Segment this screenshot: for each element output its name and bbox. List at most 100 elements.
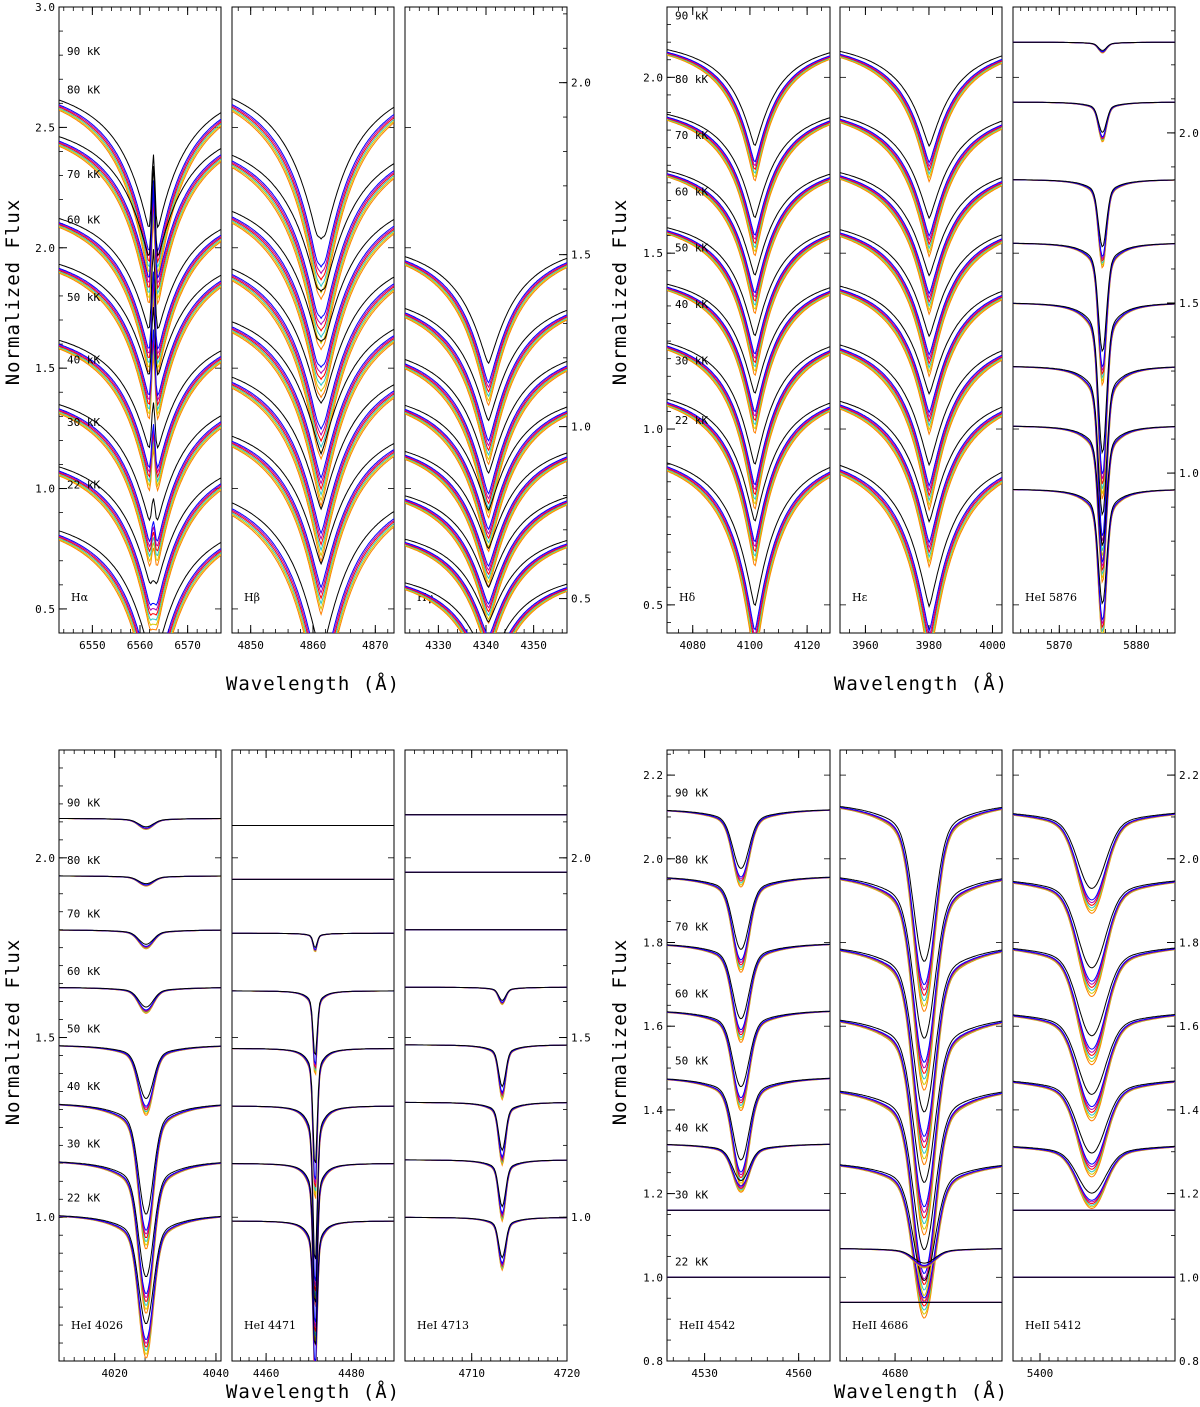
spectral-line-label: HeI 4471 (244, 1319, 296, 1332)
spectrum-series (840, 404, 1002, 545)
spectrum-series (840, 55, 1002, 172)
spectrum-series (232, 163, 394, 332)
spectrum-series (840, 408, 1002, 569)
temperature-label: 90 kK (675, 10, 708, 23)
spectrum-series (1013, 947, 1175, 1037)
spectrum-series (667, 290, 830, 435)
spectrum-series (840, 57, 1002, 183)
panel-frame (404, 749, 568, 1362)
spectrum-series (59, 929, 221, 949)
temperature-label: 80 kK (675, 854, 708, 867)
temperature-label: 60 kK (67, 214, 100, 227)
spectrum-series (840, 232, 1002, 357)
spectrum-series (59, 222, 221, 351)
y-tick-label: 3.0 (35, 1, 55, 14)
right-y-tick-label: 2.0 (571, 77, 591, 90)
spectrum-series (840, 234, 1002, 370)
spectrum-series (840, 290, 1002, 423)
spectrum-series (840, 289, 1002, 419)
x-tick-label: 5880 (1123, 639, 1150, 652)
temperature-label: 40 kK (675, 1121, 708, 1134)
spectrum-series (840, 348, 1002, 493)
right-y-tick-label: 1.5 (1179, 297, 1199, 310)
spectrum-series (232, 210, 394, 343)
spectrum-series (405, 502, 567, 621)
right-y-tick-label: 2.0 (571, 852, 591, 865)
y-tick-label: 1.4 (643, 1104, 663, 1117)
spectrum-series (1013, 881, 1175, 982)
x-tick-label: 6550 (79, 639, 106, 652)
spectrum-series (232, 98, 394, 240)
spectrum-series (59, 347, 221, 488)
right-y-tick-label: 1.8 (1179, 937, 1199, 950)
spectrum-series (59, 539, 221, 633)
x-tick-label: 4860 (300, 639, 327, 652)
spectrum-series (1013, 489, 1175, 633)
spectrum-series (405, 1159, 567, 1219)
spectrum-series (405, 1101, 567, 1152)
spectrum-series (405, 986, 567, 1005)
spectrum-series (1013, 880, 1175, 969)
spectrum-series (405, 1216, 567, 1269)
spectrum-series (59, 104, 221, 253)
spectrum-series (59, 339, 221, 450)
spectrum-series (840, 1248, 1002, 1267)
spectrum-series (59, 226, 221, 375)
spectrum-series (59, 140, 221, 280)
spectrum-series (232, 446, 394, 616)
spectrum-series (667, 809, 830, 869)
x-tick-label: 4100 (737, 639, 764, 652)
spectrum-series (405, 317, 567, 466)
spectrum-series (405, 538, 567, 623)
right-y-tick-label: 1.0 (1179, 467, 1199, 480)
panel-hβ: 4850 4860 4870 Hβ (231, 6, 395, 652)
spectrum-series (667, 467, 830, 633)
spectrum-series (1013, 243, 1175, 387)
spectrum-series (405, 1101, 567, 1164)
x-tick-label: 3960 (852, 639, 879, 652)
panel-frame (666, 749, 831, 1362)
panel-frame (1012, 6, 1176, 634)
temperature-label: 90 kK (67, 796, 100, 809)
spectrum-series (232, 512, 394, 633)
spectrum-series (405, 368, 567, 519)
y-axis-label: Normalized Flux (609, 939, 631, 1126)
spectrum-series (405, 499, 567, 609)
spectrum-series (840, 291, 1002, 432)
spectrum-series (1013, 813, 1175, 906)
x-tick-label: 4720 (554, 1367, 581, 1380)
spectrum-series (840, 352, 1002, 512)
temperature-label: 80 kK (675, 73, 708, 86)
spectrum-series (840, 807, 1002, 996)
panel-heii-4686: 4680 HeII 4686 (839, 749, 1003, 1380)
spectrum-series (59, 108, 221, 274)
spectrum-series (1013, 1015, 1175, 1116)
spectrum-series (667, 347, 830, 496)
spectrum-series (1013, 489, 1175, 605)
spectrum-series (59, 875, 221, 885)
spectrum-series (405, 495, 567, 589)
spectrum-series (405, 1159, 567, 1223)
spectrum-series (840, 470, 1002, 633)
spectrum-series (840, 291, 1002, 428)
spectrum-series (667, 287, 830, 417)
spectrum-series (1013, 41, 1175, 51)
spectrum-series (59, 1215, 221, 1359)
x-tick-label: 5400 (1027, 1367, 1054, 1380)
spectrum-series (232, 440, 394, 589)
spectrum-series (405, 1159, 567, 1217)
spectrum-series (405, 545, 567, 633)
spectrum-series (667, 117, 830, 240)
spectrum-series (232, 502, 394, 633)
spectrum-series (840, 1019, 1002, 1183)
spectrum-series (405, 1044, 567, 1100)
spectrum-series (232, 376, 394, 511)
x-tick-label: 4000 (979, 639, 1006, 652)
spectral-line-label: HeI 5876 (1025, 591, 1077, 604)
spectrum-series (667, 1010, 830, 1088)
right-y-tick-label: 1.0 (1179, 1271, 1199, 1284)
spectrum-series (1013, 1080, 1175, 1154)
spectrum-series (405, 1044, 567, 1102)
x-tick-label: 5870 (1046, 639, 1073, 652)
spectrum-series (232, 222, 394, 399)
